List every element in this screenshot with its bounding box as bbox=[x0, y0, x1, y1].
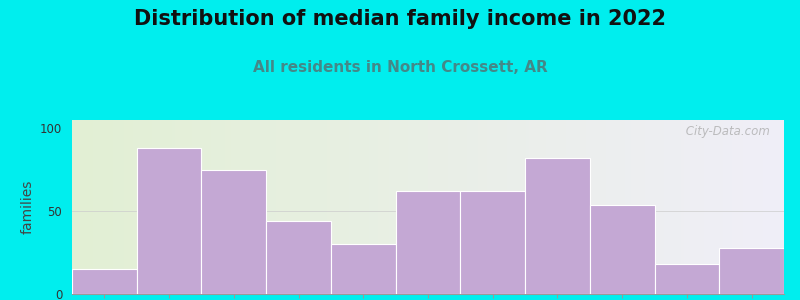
Bar bbox=[590, 205, 654, 294]
Bar bbox=[266, 221, 331, 294]
Bar bbox=[654, 264, 719, 294]
Bar bbox=[72, 269, 137, 294]
Bar bbox=[137, 148, 202, 294]
Y-axis label: families: families bbox=[21, 180, 34, 234]
Bar bbox=[525, 158, 590, 294]
Text: City-Data.com: City-Data.com bbox=[682, 125, 770, 138]
Bar bbox=[331, 244, 396, 294]
Bar bbox=[396, 191, 460, 294]
Bar bbox=[460, 191, 525, 294]
Text: Distribution of median family income in 2022: Distribution of median family income in … bbox=[134, 9, 666, 29]
Bar bbox=[202, 170, 266, 294]
Text: All residents in North Crossett, AR: All residents in North Crossett, AR bbox=[253, 60, 547, 75]
Bar bbox=[719, 248, 784, 294]
